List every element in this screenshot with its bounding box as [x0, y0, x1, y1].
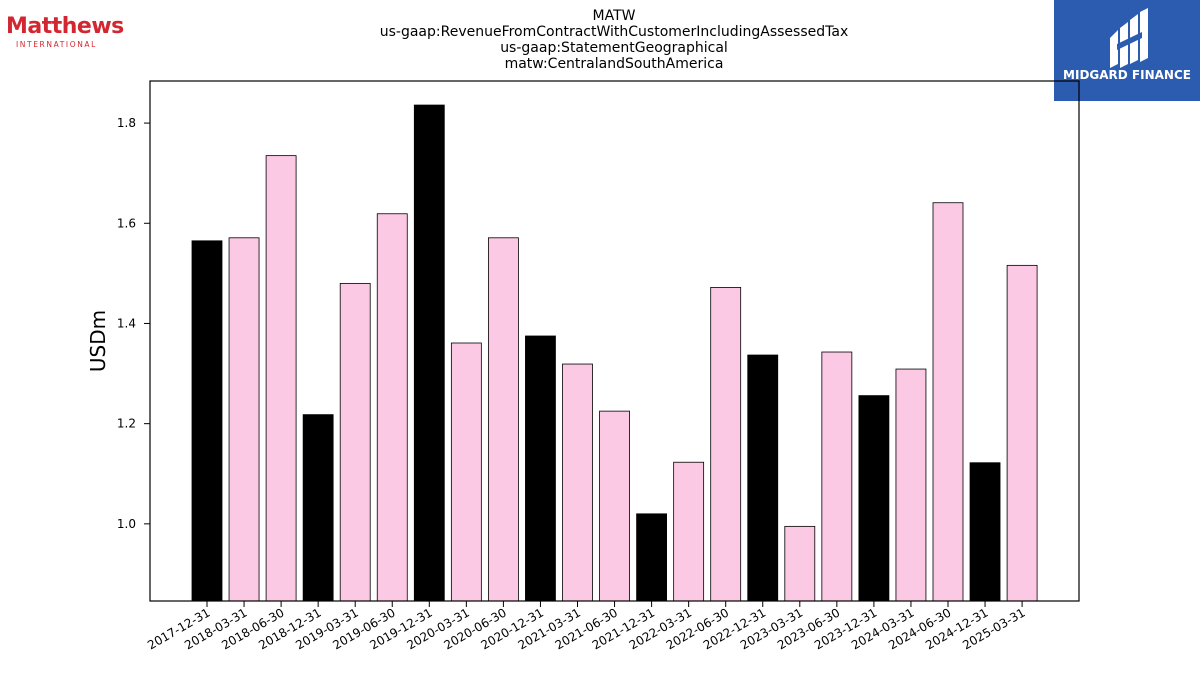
bar-2022-03-31 [673, 461, 705, 602]
bar-2019-03-31 [339, 282, 371, 602]
midgard-finance-logo: MIDGARD FINANCE [1054, 0, 1200, 101]
bar-2022-06-30 [710, 286, 742, 602]
bar-2021-03-31 [562, 363, 593, 602]
chart-title-line: matw:CentralandSouthAmerica [505, 56, 724, 72]
matthews-logo-word: Matthews [6, 14, 124, 39]
matthews-logo: Matthews INTERNATIONAL [6, 14, 124, 54]
bar-2021-12-31 [636, 513, 667, 602]
y-tick-label: 1.6 [117, 216, 136, 230]
bar-2024-06-30 [932, 202, 964, 602]
bar-2022-12-31 [747, 354, 779, 602]
y-axis: 1.0 1.2 1.4 1.6 1.8 [117, 116, 150, 531]
bar-2019-06-30 [376, 213, 408, 602]
bar-2017-12-31 [191, 240, 223, 602]
bar-2023-03-31 [784, 525, 816, 602]
y-tick-label: 1.4 [117, 316, 136, 330]
bar-2024-03-31 [895, 368, 927, 602]
bar-2018-06-30 [265, 155, 297, 602]
chart-title-line: us-gaap:StatementGeographical [500, 40, 728, 56]
y-tick-label: 1.8 [117, 116, 136, 130]
y-axis-label: USDm [86, 310, 110, 372]
midgard-logo-mark-icon [1110, 8, 1148, 68]
bar-2019-12-31 [413, 104, 445, 602]
midgard-logo-text: MIDGARD FINANCE [1063, 68, 1191, 82]
chart-title: MATWus-gaap:RevenueFromContractWithCusto… [380, 8, 849, 72]
bars [191, 104, 1038, 602]
bar-2021-06-30 [599, 410, 630, 602]
bar-2018-12-31 [302, 414, 334, 602]
y-tick-label: 1.2 [117, 417, 136, 431]
bar-2024-12-31 [969, 462, 1001, 602]
chart-title-line: us-gaap:RevenueFromContractWithCustomerI… [380, 24, 849, 40]
bar-2020-12-31 [525, 335, 556, 602]
bar-2020-03-31 [450, 342, 482, 602]
bar-2020-06-30 [487, 237, 519, 602]
bar-2025-03-31 [1006, 264, 1038, 602]
bar-2023-06-30 [821, 351, 853, 602]
bar-2023-12-31 [858, 395, 890, 602]
y-tick-label: 1.0 [117, 517, 136, 531]
matthews-logo-sub: INTERNATIONAL [16, 40, 97, 49]
x-axis: 2017-12-312018-03-312018-06-302018-12-31… [145, 601, 1028, 652]
bar-2018-03-31 [228, 237, 260, 602]
chart-title-line: MATW [593, 8, 636, 24]
